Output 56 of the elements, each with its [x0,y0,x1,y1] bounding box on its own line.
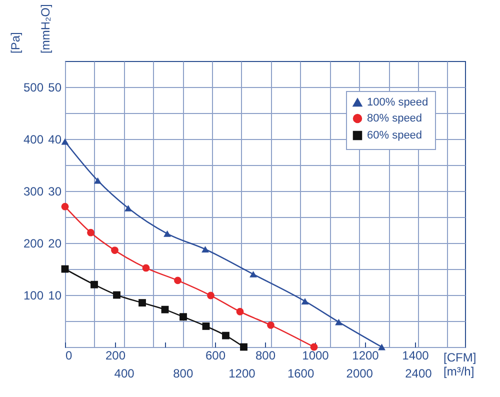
y-axis-title: [Pa] [8,32,22,54]
x2-tick-label: 2000 [346,366,374,380]
y2-tick-label: 50 [48,80,62,94]
point [378,344,386,350]
point [180,313,187,321]
x2-tick-label: 400 [114,366,135,380]
y-tick-label: 400 [23,132,44,146]
point [240,343,248,351]
y2-axis-title: [mmH₂O] [38,4,52,54]
y2-tick-label: 20 [48,236,62,250]
x-tick-label: 600 [205,348,226,362]
x2-tick-label: 2400 [405,366,432,380]
y-tick-label: 500 [23,80,44,94]
legend-label: 80% speed [367,112,422,124]
x-tick-label: 0 [66,348,72,362]
point [202,246,209,252]
point [202,322,210,330]
point [111,246,118,254]
point [61,138,69,145]
point [335,318,342,326]
point [222,332,230,340]
point [267,321,274,329]
x-tick-label: 200 [105,348,126,362]
y2-tick-label: 40 [48,132,62,146]
point [236,308,244,316]
point [301,298,309,304]
point [87,228,94,236]
y-tick-label: 300 [23,184,44,198]
point [164,230,171,237]
point [310,343,318,351]
point [250,270,257,278]
x-tick-label: 1000 [302,348,330,362]
x2-tick-label: 1200 [228,366,256,380]
legend-label: 100% speed [367,96,428,108]
point [142,264,150,272]
point [124,204,132,212]
legend-label: 60% speed [367,130,422,142]
x2-tick-label: 800 [173,366,194,380]
x-tick-label: 1200 [352,348,380,362]
point [161,306,169,314]
point [113,291,120,299]
x2-tick-label: 1600 [287,366,314,380]
x-tick-label: 800 [255,348,276,362]
x-axis-title: [CFM] [444,350,476,364]
y-tick-label: 200 [23,236,44,250]
point [94,177,102,184]
point [138,299,146,307]
y2-tick-label: 10 [48,288,62,302]
y-tick-label: 100 [23,288,44,302]
point [174,276,182,284]
point [61,202,69,210]
point [90,280,98,288]
y2-tick-label: 30 [48,184,62,198]
x2-axis-title: [m³/h] [444,364,474,378]
x-tick-label: 1400 [402,348,430,362]
point [207,292,214,300]
